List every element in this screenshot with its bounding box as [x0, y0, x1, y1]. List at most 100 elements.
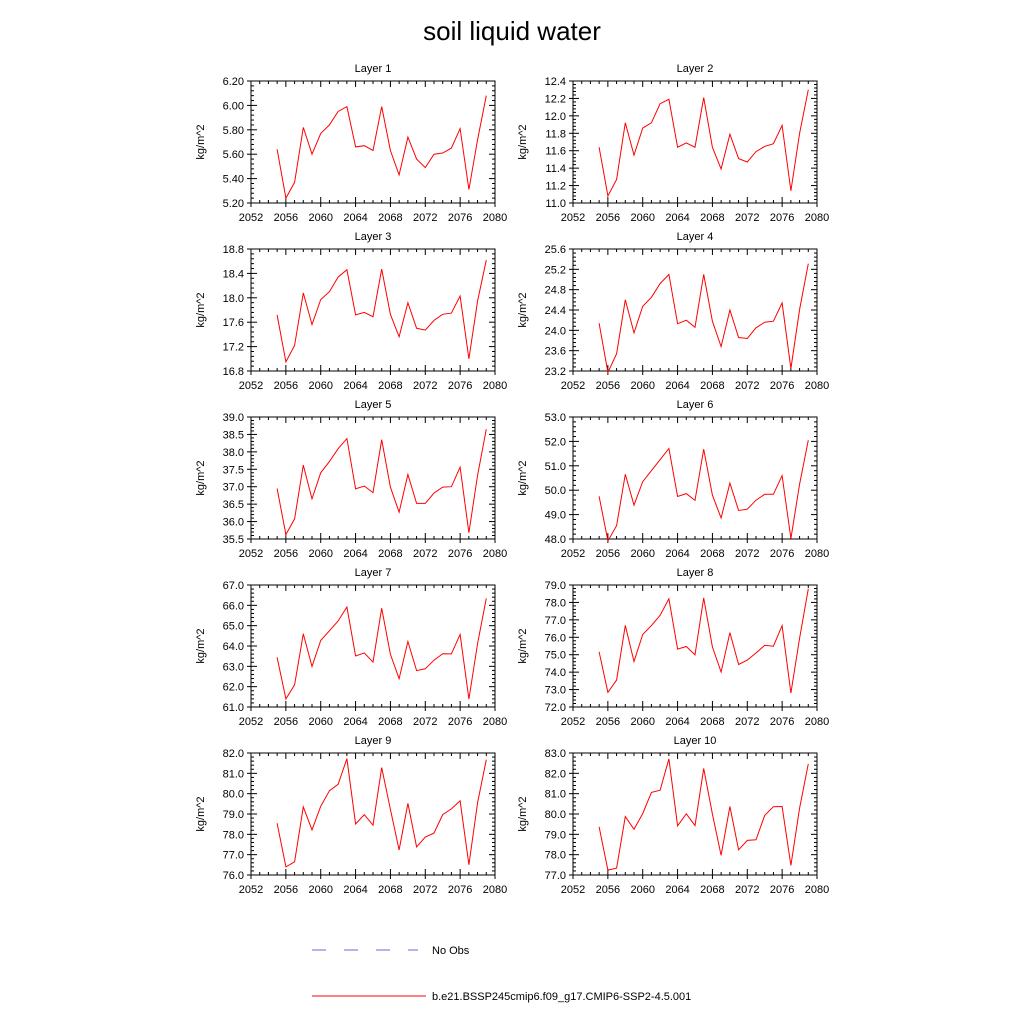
y-tick-label: 11.0 — [545, 198, 566, 210]
x-tick-label: 2072 — [735, 380, 759, 392]
y-tick-label: 11.6 — [545, 146, 566, 158]
y-tick-label: 79.0 — [545, 829, 566, 841]
y-tick-label: 18.0 — [223, 293, 244, 305]
y-tick-label: 72.0 — [545, 702, 566, 714]
x-tick-label: 2076 — [770, 548, 794, 560]
x-tick-label: 2056 — [596, 380, 620, 392]
y-tick-label: 17.2 — [223, 342, 244, 354]
y-tick-label: 75.0 — [545, 650, 566, 662]
x-tick-label: 2060 — [630, 380, 654, 392]
x-tick-label: 2052 — [561, 548, 585, 560]
x-tick-label: 2072 — [413, 548, 437, 560]
x-tick-label: 2056 — [274, 884, 298, 896]
x-tick-label: 2052 — [239, 884, 263, 896]
x-tick-label: 2068 — [700, 884, 724, 896]
x-tick-label: 2060 — [630, 884, 654, 896]
y-tick-label: 62.0 — [223, 682, 244, 694]
x-tick-label: 2060 — [630, 716, 654, 728]
x-tick-label: 2080 — [805, 548, 829, 560]
y-tick-label: 39.0 — [223, 412, 244, 424]
x-tick-label: 2072 — [413, 380, 437, 392]
y-tick-label: 81.0 — [223, 768, 244, 780]
panel-title: Layer 6 — [677, 399, 714, 411]
legend-label-model-run: b.e21.BSSP245cmip6.f09_g17.CMIP6-SSP2-4.… — [432, 991, 691, 1003]
y-tick-label: 6.20 — [223, 76, 244, 88]
x-tick-label: 2056 — [596, 548, 620, 560]
y-tick-label: 73.0 — [545, 685, 566, 697]
x-tick-label: 2072 — [413, 716, 437, 728]
series-line — [598, 758, 809, 871]
panel-title: Layer 7 — [355, 567, 392, 579]
y-axis-label: kg/m^2 — [517, 292, 529, 327]
x-tick-label: 2052 — [239, 548, 263, 560]
x-tick-label: 2068 — [378, 884, 402, 896]
x-tick-label: 2056 — [274, 716, 298, 728]
x-tick-label: 2076 — [448, 212, 472, 224]
y-tick-label: 81.0 — [545, 789, 566, 801]
y-tick-label: 65.0 — [223, 621, 244, 633]
x-tick-label: 2080 — [483, 884, 507, 896]
y-tick-label: 79.0 — [545, 580, 566, 592]
x-tick-label: 2080 — [483, 380, 507, 392]
y-tick-label: 36.0 — [223, 517, 244, 529]
y-tick-label: 38.0 — [223, 447, 244, 459]
y-axis-label: kg/m^2 — [195, 628, 207, 663]
y-tick-label: 24.8 — [545, 285, 566, 297]
legend-label-no-obs: No Obs — [432, 945, 470, 957]
series-line — [276, 259, 487, 364]
x-tick-label: 2060 — [308, 380, 332, 392]
x-tick-label: 2080 — [805, 212, 829, 224]
y-tick-label: 67.0 — [223, 580, 244, 592]
y-tick-label: 11.4 — [545, 163, 566, 175]
y-tick-label: 25.2 — [545, 264, 566, 276]
y-tick-label: 25.6 — [545, 244, 566, 256]
y-tick-label: 5.60 — [223, 149, 244, 161]
y-axis-label: kg/m^2 — [517, 796, 529, 831]
x-tick-label: 2060 — [308, 548, 332, 560]
y-tick-label: 63.0 — [223, 661, 244, 673]
x-tick-label: 2068 — [700, 212, 724, 224]
x-tick-label: 2064 — [343, 380, 367, 392]
y-tick-label: 36.5 — [223, 499, 244, 511]
x-tick-label: 2060 — [630, 212, 654, 224]
panel-title: Layer 8 — [677, 567, 714, 579]
y-axis-label: kg/m^2 — [195, 460, 207, 495]
x-tick-label: 2080 — [805, 716, 829, 728]
y-tick-label: 23.2 — [545, 366, 566, 378]
y-tick-label: 80.0 — [223, 789, 244, 801]
x-tick-label: 2060 — [630, 548, 654, 560]
panel-title: Layer 2 — [677, 63, 714, 75]
x-tick-label: 2052 — [239, 716, 263, 728]
x-tick-label: 2060 — [308, 884, 332, 896]
x-tick-label: 2068 — [700, 380, 724, 392]
y-tick-label: 37.0 — [223, 482, 244, 494]
x-tick-label: 2076 — [770, 212, 794, 224]
x-tick-label: 2064 — [343, 212, 367, 224]
x-tick-label: 2076 — [770, 884, 794, 896]
y-tick-label: 80.0 — [545, 809, 566, 821]
y-tick-label: 78.0 — [545, 597, 566, 609]
x-tick-label: 2060 — [308, 212, 332, 224]
x-tick-label: 2068 — [700, 716, 724, 728]
x-tick-label: 2060 — [308, 716, 332, 728]
x-tick-label: 2056 — [274, 548, 298, 560]
y-tick-label: 77.0 — [223, 850, 244, 862]
x-tick-label: 2064 — [665, 716, 689, 728]
x-tick-label: 2068 — [378, 380, 402, 392]
series-line — [598, 440, 809, 543]
y-tick-label: 66.0 — [223, 600, 244, 612]
series-line — [598, 263, 809, 375]
panel-title: Layer 4 — [677, 231, 714, 243]
y-tick-label: 83.0 — [545, 748, 566, 760]
x-tick-label: 2052 — [561, 380, 585, 392]
y-tick-label: 79.0 — [223, 809, 244, 821]
x-tick-label: 2056 — [274, 380, 298, 392]
x-tick-label: 2072 — [735, 212, 759, 224]
panel-title: Layer 10 — [674, 735, 717, 747]
x-tick-label: 2080 — [483, 716, 507, 728]
x-tick-label: 2056 — [596, 212, 620, 224]
x-tick-label: 2056 — [596, 716, 620, 728]
y-tick-label: 35.5 — [223, 534, 244, 546]
y-axis-label: kg/m^2 — [517, 628, 529, 663]
x-tick-label: 2064 — [343, 548, 367, 560]
